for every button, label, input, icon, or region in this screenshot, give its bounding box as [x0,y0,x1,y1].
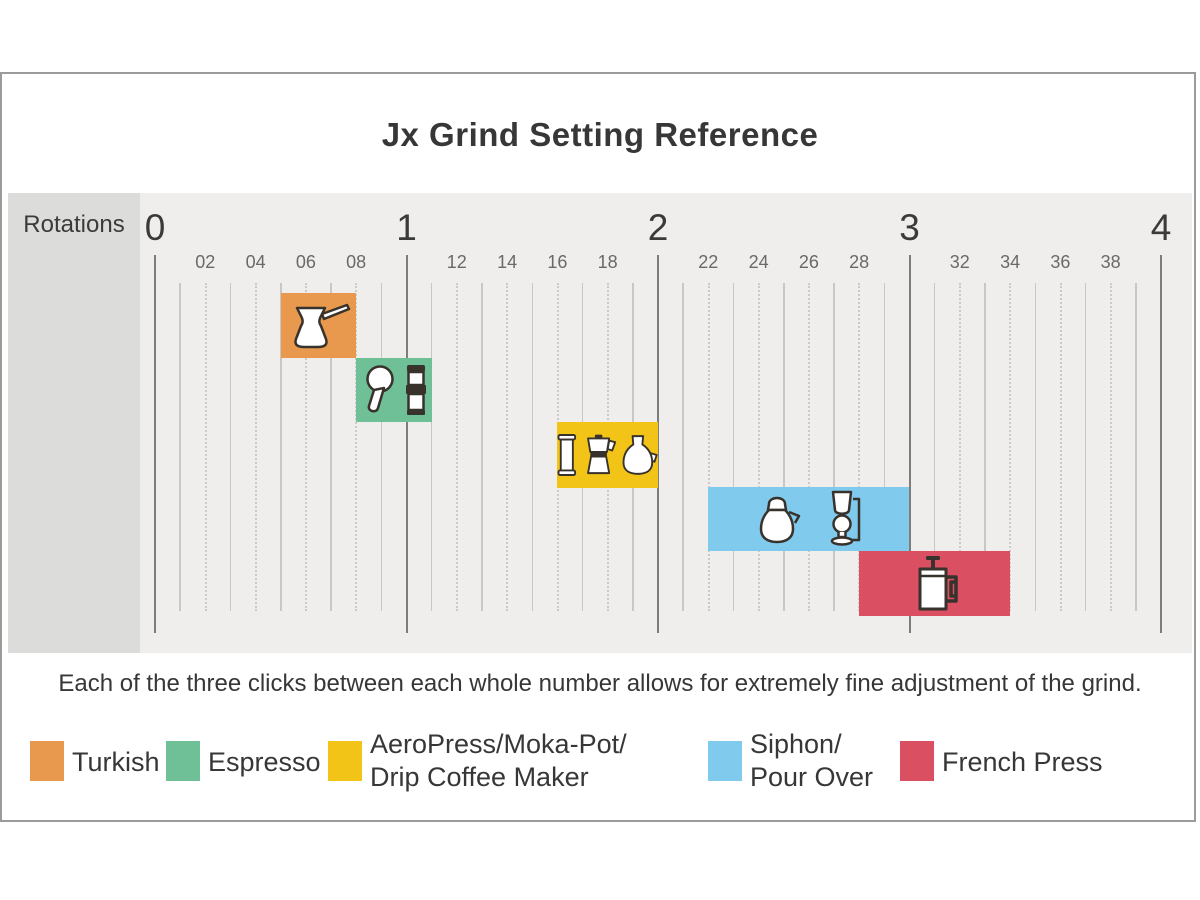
cezve-icon [294,303,351,348]
minor-gridline [229,283,232,611]
major-gridline [657,255,659,633]
major-gridline [154,255,156,633]
minor-gridline [506,283,509,611]
major-tick-label: 0 [144,207,166,248]
minor-gridline [456,283,459,611]
minor-gridline [732,283,735,611]
minor-gridline [1109,283,1112,611]
plot-area: 0 1 2 3 4 02 04 06 08 12 14 16 18 22 24 26 28 32 34 36 38 [140,193,1192,653]
minor-gridline [808,283,811,611]
range-bar-espresso [356,358,432,422]
minor-gridline [933,283,936,611]
tamper-icon [405,365,426,415]
minor-tick-label: 02 [195,252,216,272]
minor-gridline [833,283,835,611]
minor-tick-label: 26 [798,252,819,272]
minor-gridline [883,283,886,611]
range-bar-turkish [280,293,357,358]
range-bar-siphon-pour-over [708,487,910,551]
aeropress-icon [557,434,577,476]
caption: Each of the three clicks between each wh… [58,670,1142,697]
pour-over-carafe-icon [759,496,801,544]
minor-tick-label: 22 [698,252,719,272]
minor-tick-label: 24 [748,252,769,272]
major-gridline [908,255,911,633]
minor-gridline [757,283,760,611]
portafilter-icon [366,365,394,413]
minor-gridline [1009,283,1012,611]
minor-gridline [330,283,332,611]
minor-gridline [1059,283,1062,611]
minor-tick-label: 38 [1100,252,1121,272]
major-tick-label: 2 [647,207,669,248]
minor-gridline [959,283,962,611]
minor-gridline [305,283,308,611]
drip-carafe-icon [622,435,658,475]
siphon-icon [830,490,861,546]
major-tick-label: 1 [396,207,417,248]
major-tick-label: 4 [1150,207,1172,248]
major-gridline [405,255,408,633]
minor-gridline [531,283,533,611]
minor-tick-label: 18 [597,252,618,272]
axis-label-panel: Rotations [8,193,140,653]
minor-tick-label: 08 [346,252,367,272]
french-press-icon [918,555,958,610]
minor-tick-label: 32 [949,252,970,272]
minor-tick-label: 16 [547,252,568,272]
major-gridline [1160,255,1162,633]
minor-tick-label: 04 [245,252,266,272]
minor-gridline [707,283,710,611]
minor-tick-label: 28 [849,252,870,272]
minor-tick-label: 14 [497,252,518,272]
minor-tick-label: 12 [446,252,467,272]
range-bar-aeropress-moka-pot-drip-coffee-maker [557,422,658,488]
minor-gridline [858,283,861,611]
moka-pot-icon [587,434,617,475]
minor-gridline [682,283,684,611]
minor-gridline [984,283,986,611]
major-tick-label: 3 [899,207,920,248]
minor-gridline [204,283,207,611]
minor-gridline [280,283,282,611]
minor-gridline [783,283,785,611]
minor-gridline [254,283,257,611]
range-bar-french-press [859,551,1011,616]
minor-gridline [179,283,181,611]
minor-gridline [1034,283,1036,611]
minor-tick-label: 34 [1000,252,1021,272]
minor-tick-label: 06 [295,252,316,272]
minor-tick-label: 36 [1050,252,1071,272]
minor-gridline [380,283,383,611]
chart-title: Jx Grind Setting Reference [381,116,819,153]
minor-gridline [1135,283,1137,611]
minor-gridline [355,283,358,611]
minor-gridline [481,283,483,611]
minor-gridline [430,283,433,611]
axis-label: Rotations [23,211,125,238]
minor-gridline [1084,283,1087,611]
